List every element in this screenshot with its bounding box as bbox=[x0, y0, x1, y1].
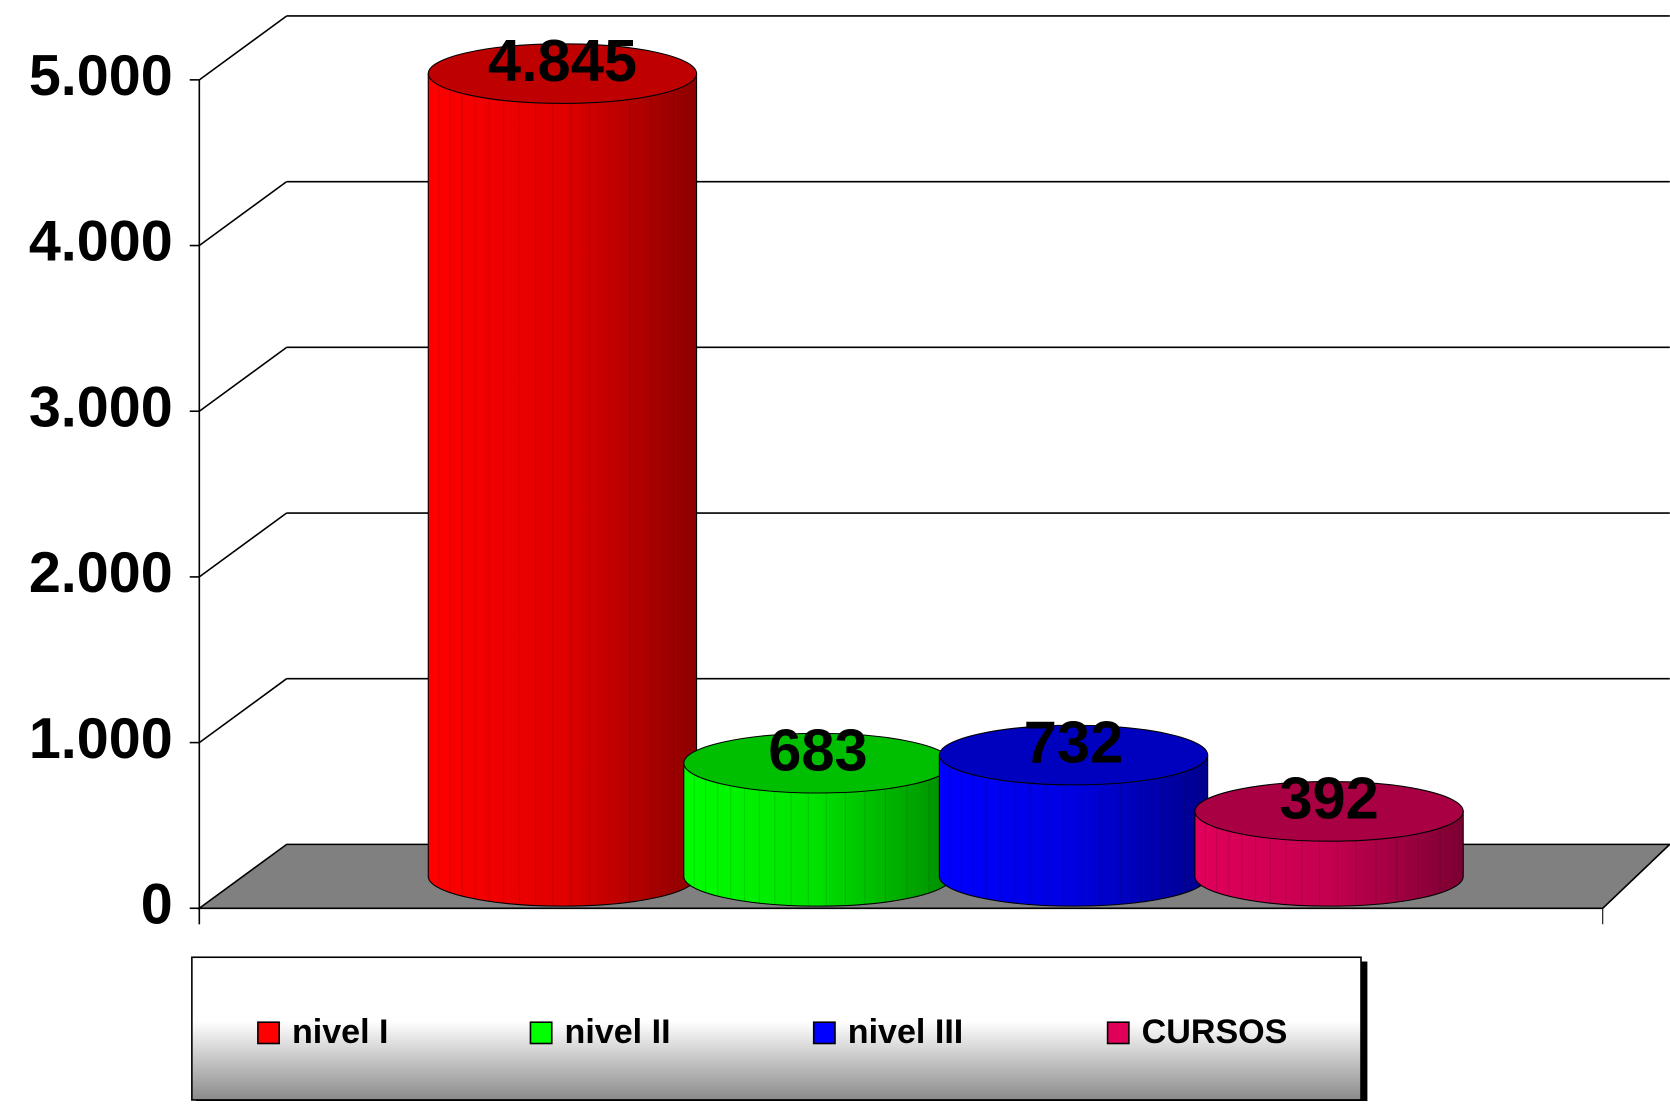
bar bbox=[938, 724, 1209, 907]
y-tick-label: 2.000 bbox=[29, 541, 173, 605]
bar-top-shade bbox=[428, 43, 697, 104]
legend-swatch bbox=[529, 1021, 553, 1045]
data-label: 683 bbox=[768, 716, 867, 783]
grid-line bbox=[198, 346, 288, 412]
legend-label: CURSOS bbox=[1142, 1013, 1288, 1051]
bar-top bbox=[1194, 781, 1464, 842]
legend-swatch bbox=[812, 1021, 836, 1045]
legend-label: nivel II bbox=[565, 1013, 671, 1051]
bar-top-shade bbox=[1194, 781, 1464, 842]
y-tick-label: 4.000 bbox=[29, 210, 173, 274]
bar-shade bbox=[683, 763, 953, 907]
y-tick-label: 0 bbox=[141, 872, 173, 936]
bar-top bbox=[427, 43, 698, 104]
floor-edge bbox=[1602, 843, 1670, 909]
bar-shade bbox=[939, 755, 1208, 907]
bar bbox=[427, 43, 698, 907]
data-label: 732 bbox=[1024, 708, 1123, 775]
legend-swatch bbox=[1106, 1021, 1130, 1045]
bar-shade bbox=[428, 73, 697, 907]
data-label: 392 bbox=[1279, 765, 1378, 832]
grid-line bbox=[198, 512, 288, 578]
bar-top bbox=[938, 724, 1209, 786]
bar bbox=[1194, 781, 1464, 907]
bar bbox=[683, 732, 953, 907]
y-tick-label: 5.000 bbox=[29, 44, 173, 108]
legend-swatch bbox=[257, 1021, 280, 1045]
legend-label: nivel III bbox=[848, 1013, 963, 1051]
bar-top-shade bbox=[683, 733, 953, 793]
legend bbox=[191, 956, 1362, 1101]
y-tick-label: 3.000 bbox=[29, 375, 173, 439]
grid-line bbox=[198, 678, 288, 744]
grid-line bbox=[198, 15, 288, 81]
y-tick-label: 1.000 bbox=[29, 707, 173, 771]
bar-top-shade bbox=[939, 725, 1208, 785]
grid-line bbox=[198, 181, 288, 247]
legend-label: nivel I bbox=[292, 1013, 389, 1051]
data-label: 4.845 bbox=[488, 27, 637, 94]
